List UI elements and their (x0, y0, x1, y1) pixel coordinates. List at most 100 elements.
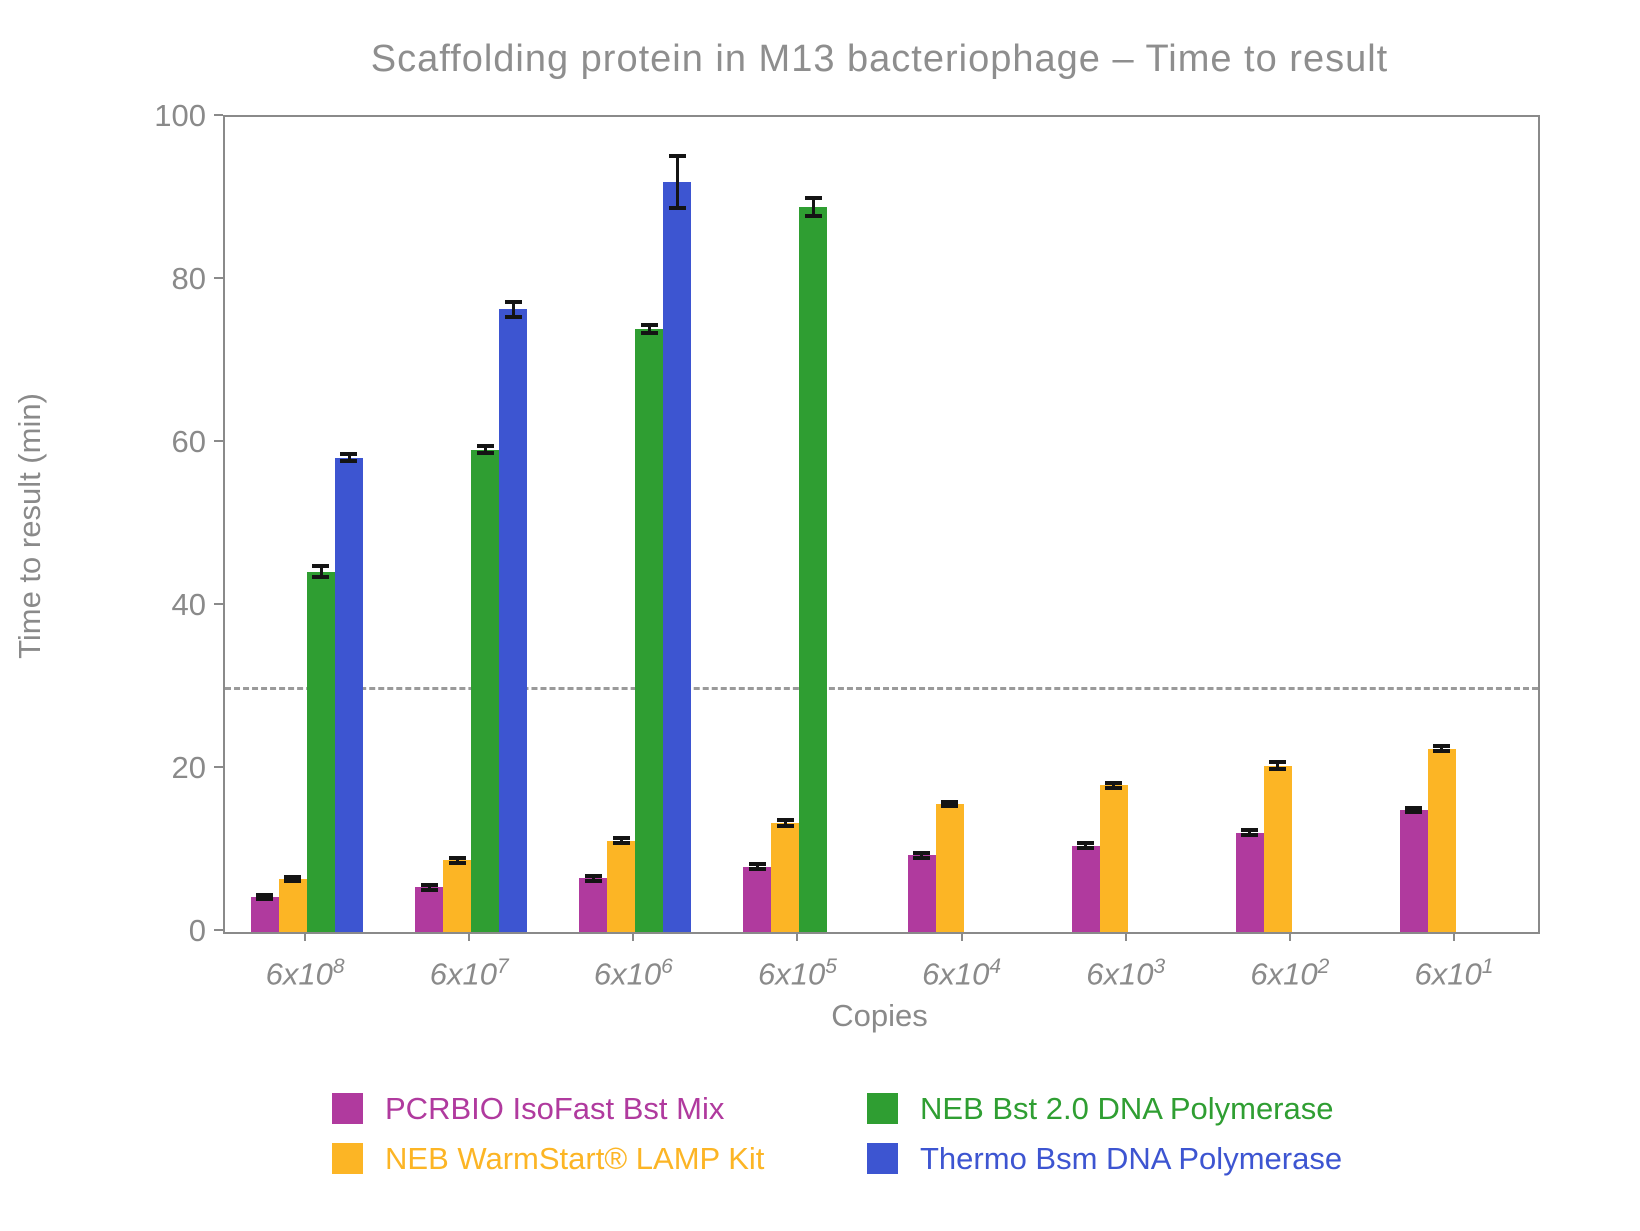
error-bar-cap (420, 882, 438, 887)
error-bar-cap (804, 195, 822, 200)
bar-pcrbio (743, 866, 772, 932)
error-bar-cap (1433, 744, 1451, 749)
bar-bst2 (799, 206, 828, 932)
x-tick-mark (468, 932, 471, 941)
error-bar (647, 324, 651, 333)
error-bar (1276, 762, 1280, 769)
error-bar-cap (912, 855, 930, 860)
legend-swatch (867, 1092, 898, 1124)
x-tick-label: 6x105 (757, 955, 837, 992)
y-tick-label: 100 (154, 98, 206, 133)
bar-pcrbio (1235, 832, 1264, 932)
bar-bst2 (307, 571, 336, 932)
error-bar-cap (612, 836, 630, 841)
error-bar-cap (256, 892, 274, 897)
error-bar-cap (476, 450, 494, 455)
error-bar-cap (1269, 760, 1287, 765)
legend-label: NEB Bst 2.0 DNA Polymerase (920, 1090, 1334, 1126)
y-tick-mark (214, 277, 223, 279)
legend: PCRBIO IsoFast Bst Mix NEB Bst 2.0 DNA Po… (332, 1083, 1342, 1183)
bar-pcrbio (251, 896, 280, 932)
plot-area (223, 115, 1540, 934)
error-bar-cap (912, 850, 930, 855)
error-bar-cap (584, 878, 602, 883)
error-bar-cap (256, 897, 274, 902)
x-axis-label: Copies (831, 998, 928, 1033)
error-bar (291, 876, 295, 882)
y-tick-mark (214, 766, 223, 768)
error-bar-cap (448, 860, 466, 865)
bar-bsm (663, 182, 692, 932)
x-tick-exponent: 8 (332, 955, 345, 978)
bar-warmstart (279, 879, 308, 932)
bar-warmstart (771, 822, 800, 932)
y-tick-label: 0 (188, 913, 206, 948)
y-tick-label: 20 (171, 750, 206, 785)
x-tick-mark (1452, 932, 1455, 941)
y-tick-mark (214, 440, 223, 442)
error-bar (1248, 830, 1252, 835)
error-bar-cap (668, 154, 686, 159)
error-bar-cap (420, 887, 438, 892)
error-bar-cap (284, 874, 302, 879)
error-bar (591, 875, 595, 881)
x-tick-label: 6x104 (922, 955, 1002, 992)
error-bar (948, 801, 952, 807)
error-bar (263, 894, 267, 900)
error-bar-cap (340, 452, 358, 457)
y-tick-label: 80 (171, 261, 206, 296)
x-tick-exponent: 1 (1481, 955, 1494, 978)
y-tick-mark (214, 114, 223, 116)
bar-warmstart (1427, 748, 1456, 932)
bar-bsm (335, 457, 364, 932)
x-tick-label: 6x102 (1250, 955, 1330, 992)
bar-pcrbio (907, 855, 936, 932)
error-bar-cap (640, 330, 658, 335)
error-bar-cap (1077, 841, 1094, 846)
error-bar-cap (776, 817, 794, 822)
bar-warmstart (443, 860, 472, 932)
legend-item: PCRBIO IsoFast Bst Mix (332, 1090, 867, 1126)
error-bar-cap (312, 564, 330, 569)
error-bar-cap (748, 862, 766, 867)
error-bar-cap (640, 322, 658, 327)
error-bar-cap (1077, 846, 1094, 851)
x-tick-mark (304, 932, 307, 941)
error-bar-cap (1105, 785, 1122, 790)
x-tick-label: 6x107 (429, 955, 509, 992)
error-bar (1412, 807, 1416, 812)
legend-item: Thermo Bsm DNA Polymerase (867, 1142, 1342, 1174)
legend-label: PCRBIO IsoFast Bst Mix (385, 1090, 725, 1126)
error-bar (511, 302, 515, 317)
error-bar-cap (476, 444, 494, 449)
x-tick-mark (796, 932, 799, 941)
error-bar-cap (448, 855, 466, 860)
bar-pcrbio (1071, 845, 1100, 932)
error-bar-cap (748, 867, 766, 872)
x-tick-exponent: 3 (1153, 955, 1166, 978)
error-bar-cap (940, 799, 958, 804)
legend-label: NEB WarmStart® LAMP Kit (385, 1140, 765, 1176)
error-bar-cap (1405, 809, 1423, 814)
x-tick-mark (632, 932, 635, 941)
legend-swatch (867, 1142, 898, 1174)
error-bar-cap (1405, 805, 1423, 810)
x-tick-label: 6x103 (1086, 955, 1166, 992)
error-bar (1440, 746, 1444, 752)
error-bar-cap (776, 824, 794, 829)
legend-item: NEB Bst 2.0 DNA Polymerase (867, 1090, 1342, 1126)
y-tick-label: 60 (171, 424, 206, 459)
error-bar (755, 864, 759, 870)
error-bar-cap (584, 873, 602, 878)
bar-warmstart (607, 840, 636, 932)
error-bar-cap (1105, 780, 1122, 785)
error-bar-cap (1241, 828, 1259, 833)
x-tick-mark (1124, 932, 1127, 941)
error-bar-cap (804, 213, 822, 218)
bar-pcrbio (415, 887, 444, 932)
error-bar (783, 819, 787, 827)
error-bar-cap (1241, 833, 1259, 837)
x-tick-mark (1288, 932, 1291, 941)
x-tick-exponent: 7 (496, 955, 509, 978)
